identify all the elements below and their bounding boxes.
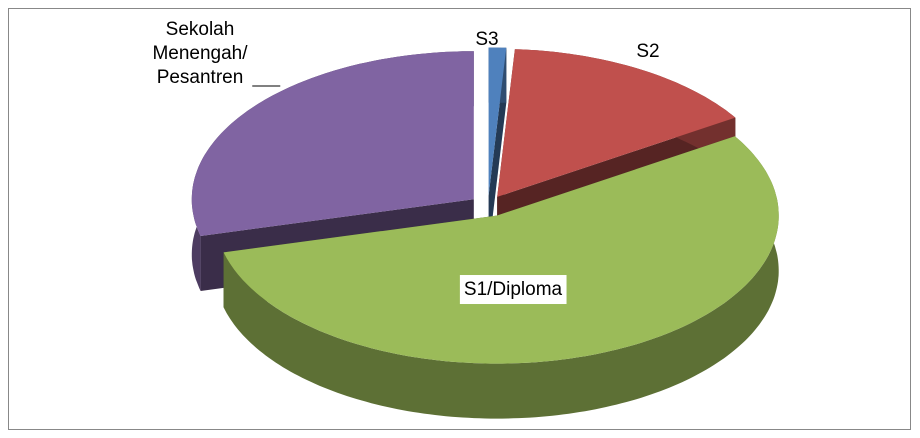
slice-top: [191, 51, 474, 237]
slice-label: S1/Diploma: [464, 279, 563, 300]
slice-label: S3: [475, 29, 498, 50]
slice-top: [223, 136, 779, 364]
slice-label-group: Sekolah Menengah/Pesantren: [152, 19, 248, 88]
slice-label: S2: [636, 41, 659, 62]
slice-top: [488, 47, 507, 196]
label-box: [459, 275, 567, 305]
slice-side: [223, 136, 779, 419]
slice-label: Sekolah Menengah/Pesantren: [152, 19, 248, 88]
slice-top: [497, 49, 736, 197]
